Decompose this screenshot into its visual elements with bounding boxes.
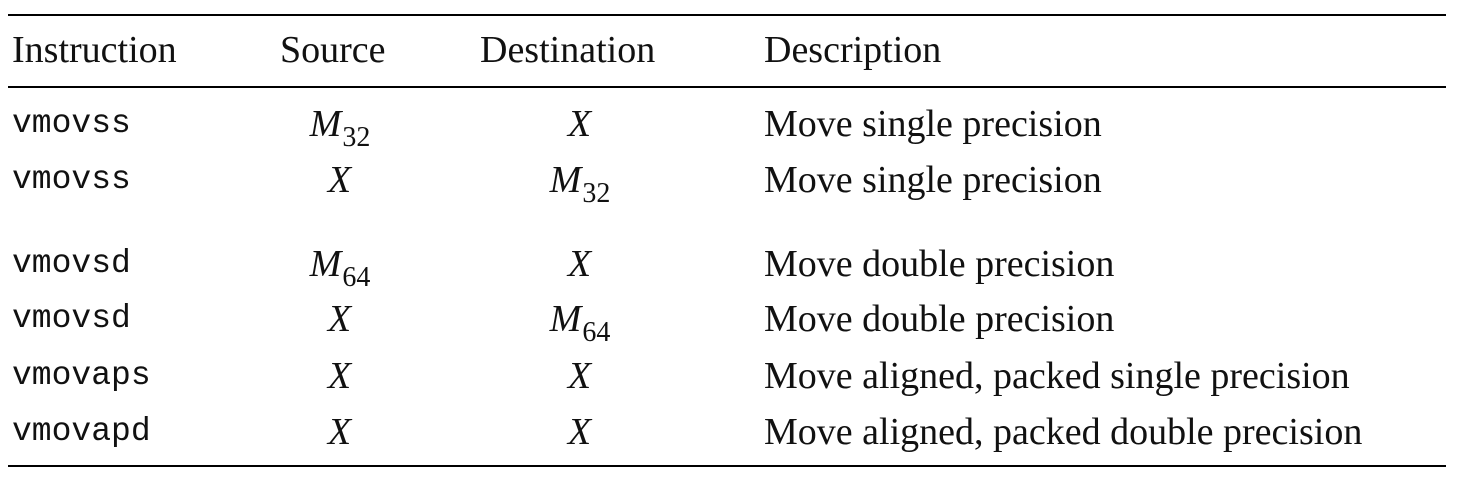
header-instruction: Instruction xyxy=(12,29,177,71)
destination-cell: M64 xyxy=(549,298,611,348)
header-description: Description xyxy=(764,29,942,71)
table-row: vmovsd X M64 Move double precision xyxy=(0,295,1468,348)
instruction-cell: vmovss xyxy=(12,161,131,198)
destination-cell: X xyxy=(567,411,592,453)
source-cell: M32 xyxy=(309,103,371,153)
table-row: vmovss X M32 Move single precision xyxy=(0,156,1468,209)
description-cell: Move aligned, packed double precision xyxy=(764,411,1363,453)
source-cell: X xyxy=(327,355,352,397)
table-row: vmovss M32 X Move single precision xyxy=(0,100,1468,153)
destination-cell: M32 xyxy=(549,159,611,209)
instruction-cell: vmovsd xyxy=(12,245,131,282)
table-row: vmovsd M64 X Move double precision xyxy=(0,240,1468,293)
header-rule xyxy=(8,86,1446,88)
source-cell: X xyxy=(327,298,352,340)
header-destination: Destination xyxy=(480,29,656,71)
source-cell: M64 xyxy=(309,243,371,293)
description-cell: Move single precision xyxy=(764,159,1102,201)
source-cell: X xyxy=(327,411,352,453)
destination-cell: X xyxy=(567,355,592,397)
description-cell: Move double precision xyxy=(764,298,1115,340)
table-row: vmovaps X X Move aligned, packed single … xyxy=(0,352,1468,400)
instruction-cell: vmovss xyxy=(12,105,131,142)
top-rule xyxy=(8,14,1446,16)
instruction-cell: vmovapd xyxy=(12,413,151,450)
instruction-cell: vmovaps xyxy=(12,357,151,394)
header-source: Source xyxy=(280,29,386,71)
destination-cell: X xyxy=(567,243,592,285)
table-row: vmovapd X X Move aligned, packed double … xyxy=(0,408,1468,456)
destination-cell: X xyxy=(567,103,592,145)
description-cell: Move double precision xyxy=(764,243,1115,285)
bottom-rule xyxy=(8,465,1446,467)
instruction-cell: vmovsd xyxy=(12,300,131,337)
description-cell: Move aligned, packed single precision xyxy=(764,355,1350,397)
source-cell: X xyxy=(327,159,352,201)
description-cell: Move single precision xyxy=(764,103,1102,145)
